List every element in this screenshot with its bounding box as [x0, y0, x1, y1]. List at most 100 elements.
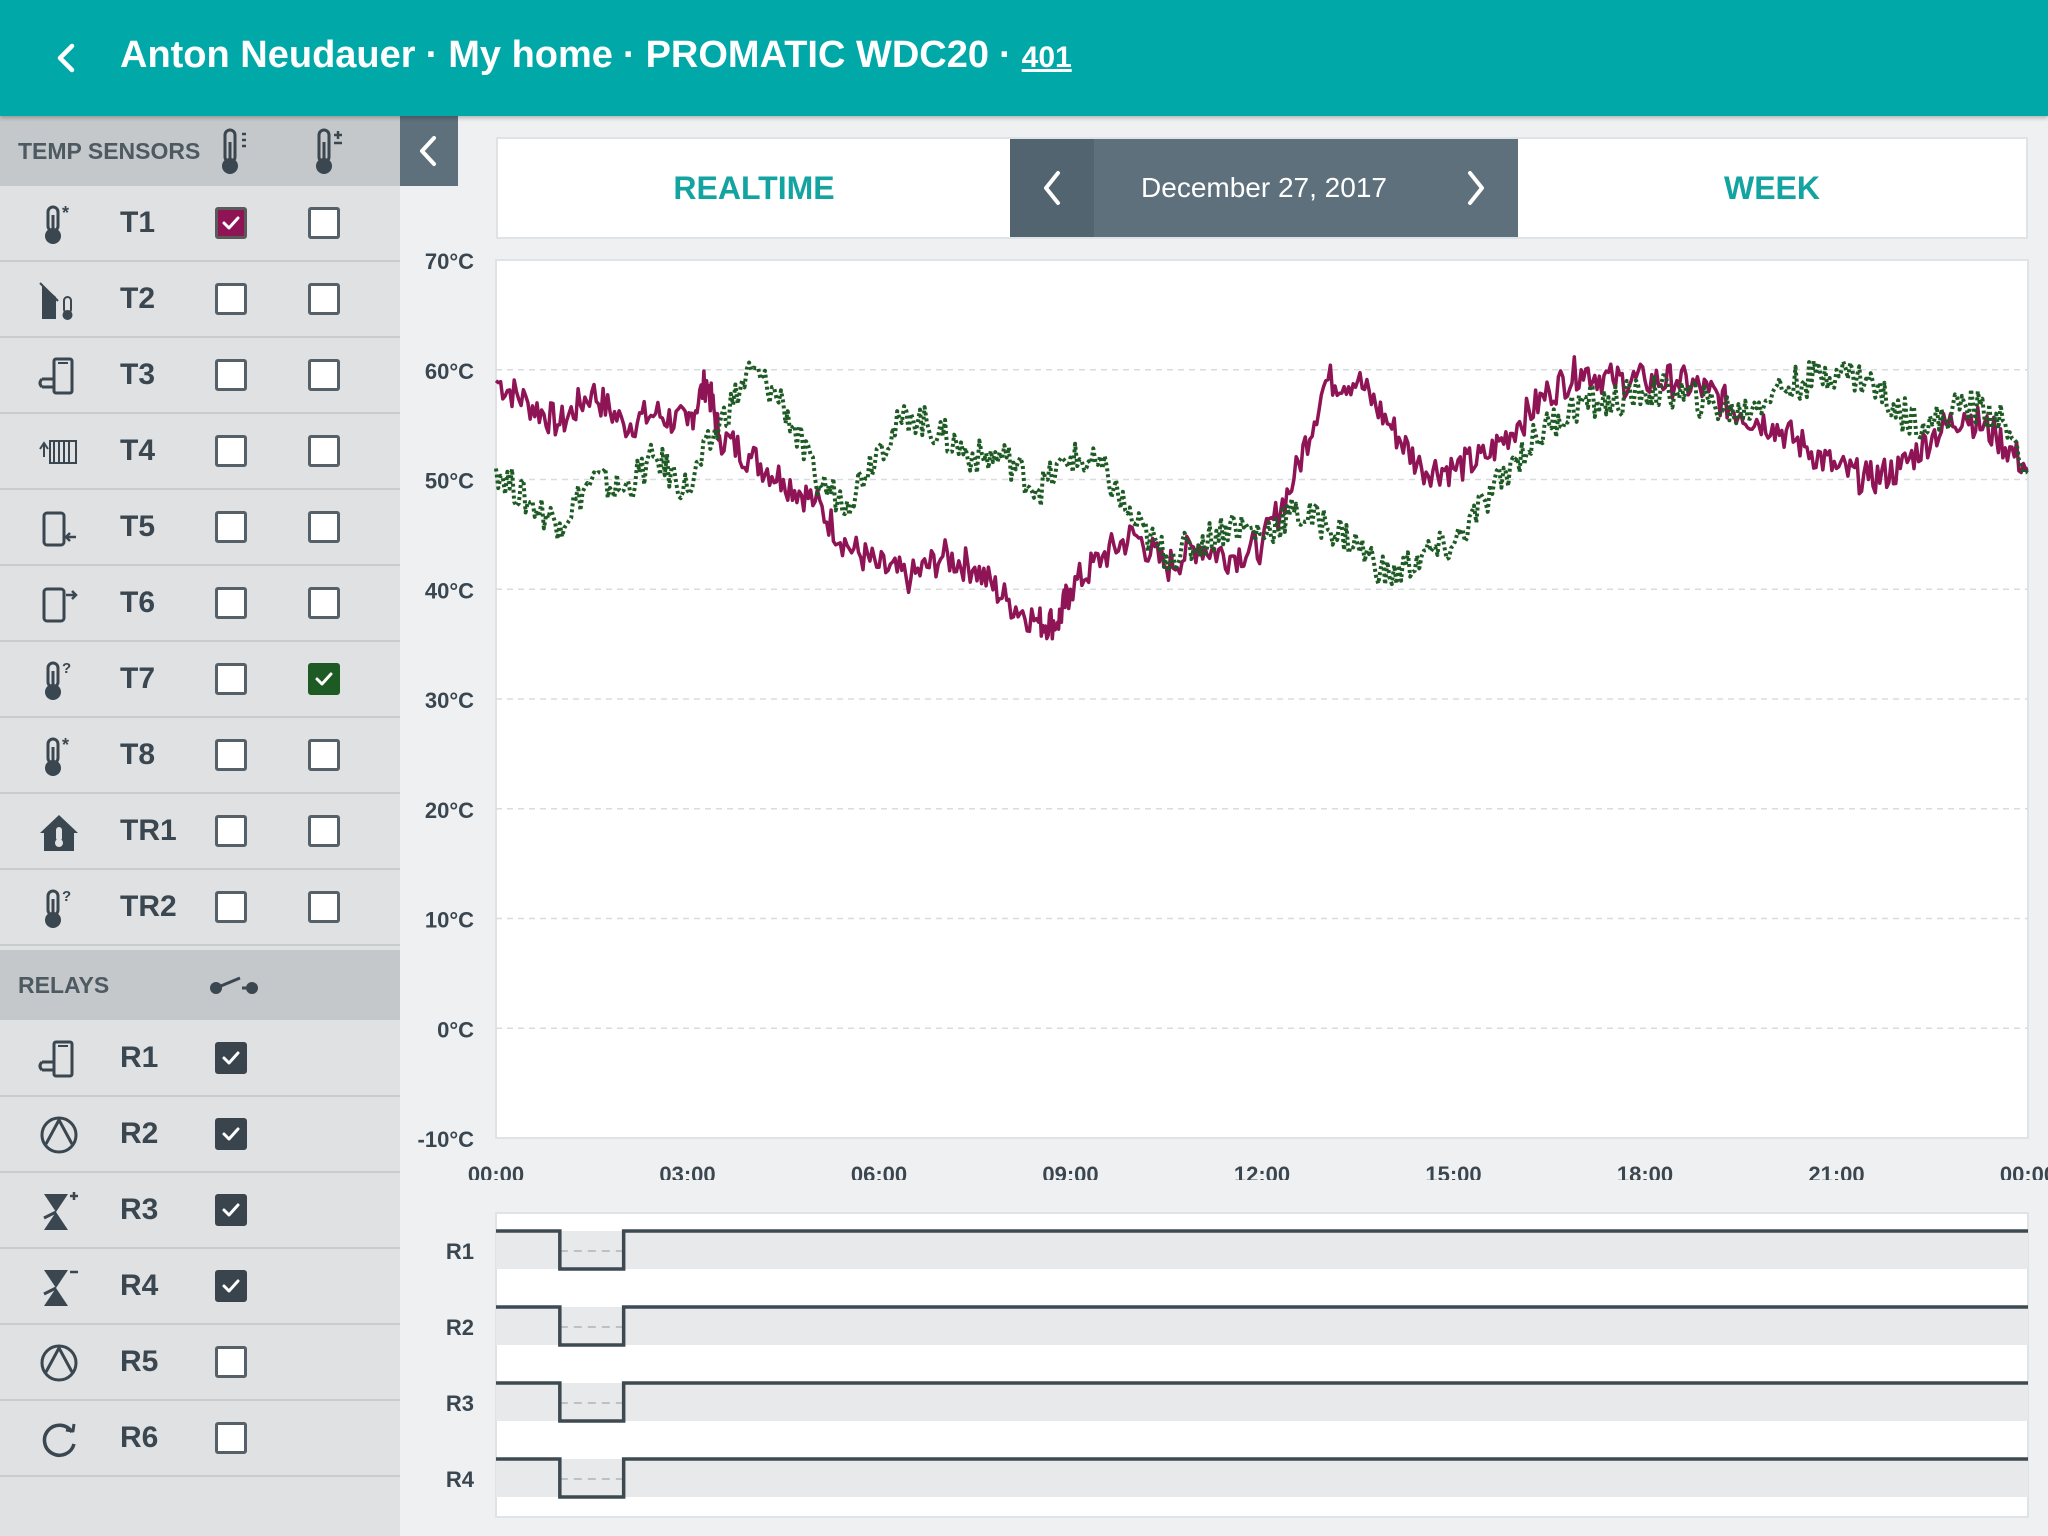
relay-name: R3 — [120, 1193, 159, 1226]
sensor-row-t5: T5 — [0, 490, 400, 566]
sensor-diff-checkbox[interactable] — [308, 511, 340, 543]
collector-thermometer-icon — [39, 282, 73, 320]
app-header: Anton Neudauer · My home · PROMATIC WDC20 · 40… — [0, 0, 2048, 116]
relays-header: RELAYS — [0, 950, 400, 1020]
circulation-icon — [42, 1423, 76, 1457]
sensor-diff-checkbox[interactable] — [308, 739, 340, 771]
sensor-sidebar: TEMP SENSORS * T1 T2 T3 T4 T5 T6? T7 * T8 TR1? TR2 … — [0, 116, 400, 1536]
relay-row-r3: R3 — [0, 1173, 400, 1249]
relay-checkbox[interactable] — [215, 1270, 247, 1302]
sensor-graph-checkbox[interactable] — [215, 359, 247, 391]
checkmark-icon — [222, 1051, 240, 1065]
previous-day-button[interactable] — [1010, 139, 1094, 237]
relay-state-line-r3 — [496, 1381, 2028, 1423]
sensor-diff-checkbox[interactable] — [308, 891, 340, 923]
sensor-name: T5 — [120, 510, 156, 543]
valve-minus-icon — [43, 1270, 78, 1306]
chevron-left-icon — [420, 136, 436, 166]
sensor-row-t7: ? T7 — [0, 642, 400, 718]
sensor-diff-checkbox[interactable] — [308, 283, 340, 315]
relay-checkbox[interactable] — [215, 1042, 247, 1074]
relay-state-line-r1 — [496, 1229, 2028, 1271]
svg-text:*: * — [62, 203, 69, 223]
sensor-name: T1 — [120, 206, 156, 239]
relay-checkbox[interactable] — [215, 1422, 247, 1454]
x-tick-label: 21:00 — [1808, 1162, 1864, 1180]
tab-realtime[interactable]: REALTIME — [673, 169, 835, 206]
sensor-graph-checkbox[interactable] — [215, 207, 247, 239]
relay-row-r1: R1 — [0, 1021, 400, 1097]
back-button[interactable] — [38, 30, 94, 86]
y-tick-label: 40°C — [425, 578, 474, 603]
tank-in-icon — [42, 511, 76, 547]
x-tick-label: 06:00 — [851, 1162, 907, 1180]
breadcrumb-owner[interactable]: Anton Neudauer — [120, 34, 416, 76]
breadcrumb-separator: · — [425, 34, 439, 76]
y-tick-label: -10°C — [418, 1127, 475, 1152]
relay-row-r4: R4 — [0, 1249, 400, 1325]
relay-state-chart: R1 R2 R3 R4 — [446, 1212, 2029, 1518]
sensor-graph-checkbox[interactable] — [215, 283, 247, 315]
sensor-row-t4: T4 — [0, 414, 400, 490]
boiler-icon — [38, 1040, 74, 1078]
sensor-diff-checkbox[interactable] — [308, 587, 340, 619]
relay-checkbox[interactable] — [215, 1194, 247, 1226]
device-id-link[interactable]: 401 — [1021, 41, 1072, 74]
breadcrumb-separator: · — [622, 34, 636, 76]
svg-text:?: ? — [62, 660, 71, 677]
breadcrumb-home[interactable]: My home — [448, 34, 613, 76]
relays-title: RELAYS — [18, 972, 110, 998]
temperature-chart: 70°C 60°C 50°C 40°C 30°C 20°C 10°C 0°C -10°C 00:0… — [418, 249, 2048, 1180]
chevron-right-icon — [1468, 171, 1484, 205]
sensor-diff-checkbox[interactable] — [308, 435, 340, 467]
relay-row-r2: R2 — [0, 1097, 400, 1173]
relay-checkbox[interactable] — [215, 1346, 247, 1378]
checkmark-icon — [315, 672, 333, 686]
breadcrumb: Anton Neudauer · My home · PROMATIC WDC20 · 40… — [120, 34, 1072, 77]
sensor-name: T4 — [120, 434, 156, 467]
sensor-graph-checkbox[interactable] — [215, 435, 247, 467]
selected-date[interactable]: December 27, 2017 — [1141, 172, 1387, 203]
collapse-sidebar-button[interactable] — [400, 116, 458, 186]
relay-label: R4 — [446, 1467, 475, 1492]
thermometer-star-icon: * — [45, 203, 69, 244]
relay-name: R4 — [120, 1269, 159, 1302]
sensor-row-t8: * T8 — [0, 718, 400, 794]
sensor-row-t1: * T1 — [0, 186, 400, 262]
relay-band — [496, 1459, 2028, 1497]
thermometer-question-icon: ? — [45, 888, 71, 928]
relay-name: R5 — [120, 1345, 159, 1378]
svg-text:?: ? — [62, 888, 71, 905]
tank-out-icon — [42, 587, 78, 623]
relay-name: R6 — [120, 1421, 159, 1454]
relay-state-line-r4 — [496, 1457, 2028, 1499]
x-tick-label: 12:00 — [1234, 1162, 1290, 1180]
sensor-graph-checkbox[interactable] — [215, 663, 247, 695]
relay-row-r5: R5 — [0, 1325, 400, 1401]
sensor-row-t3: T3 — [0, 338, 400, 414]
relay-label: R1 — [446, 1239, 474, 1264]
x-tick-label: 00:00 — [2000, 1162, 2048, 1180]
sensor-diff-checkbox[interactable] — [308, 815, 340, 847]
sensor-graph-checkbox[interactable] — [215, 891, 247, 923]
sensor-graph-checkbox[interactable] — [215, 815, 247, 847]
next-day-button[interactable] — [1434, 139, 1518, 237]
sensor-graph-checkbox[interactable] — [215, 587, 247, 619]
relay-checkbox[interactable] — [215, 1118, 247, 1150]
sensor-name: T2 — [120, 282, 156, 315]
sensor-graph-checkbox[interactable] — [215, 511, 247, 543]
thermometer-graph-icon — [222, 128, 246, 174]
radiator-icon — [39, 440, 77, 464]
x-tick-label: 03:00 — [659, 1162, 715, 1180]
sensor-diff-checkbox[interactable] — [308, 663, 340, 695]
chevron-left-icon — [57, 43, 75, 73]
sensor-diff-checkbox[interactable] — [308, 207, 340, 239]
sensor-row-tr2: ? TR2 — [0, 870, 400, 946]
sensor-name: T7 — [120, 662, 156, 695]
sensor-diff-checkbox[interactable] — [308, 359, 340, 391]
relay-band — [496, 1383, 2028, 1421]
breadcrumb-device[interactable]: PROMATIC WDC20 — [645, 34, 989, 76]
sensor-graph-checkbox[interactable] — [215, 739, 247, 771]
tab-week[interactable]: WEEK — [1724, 169, 1820, 206]
x-tick-label: 18:00 — [1617, 1162, 1673, 1180]
